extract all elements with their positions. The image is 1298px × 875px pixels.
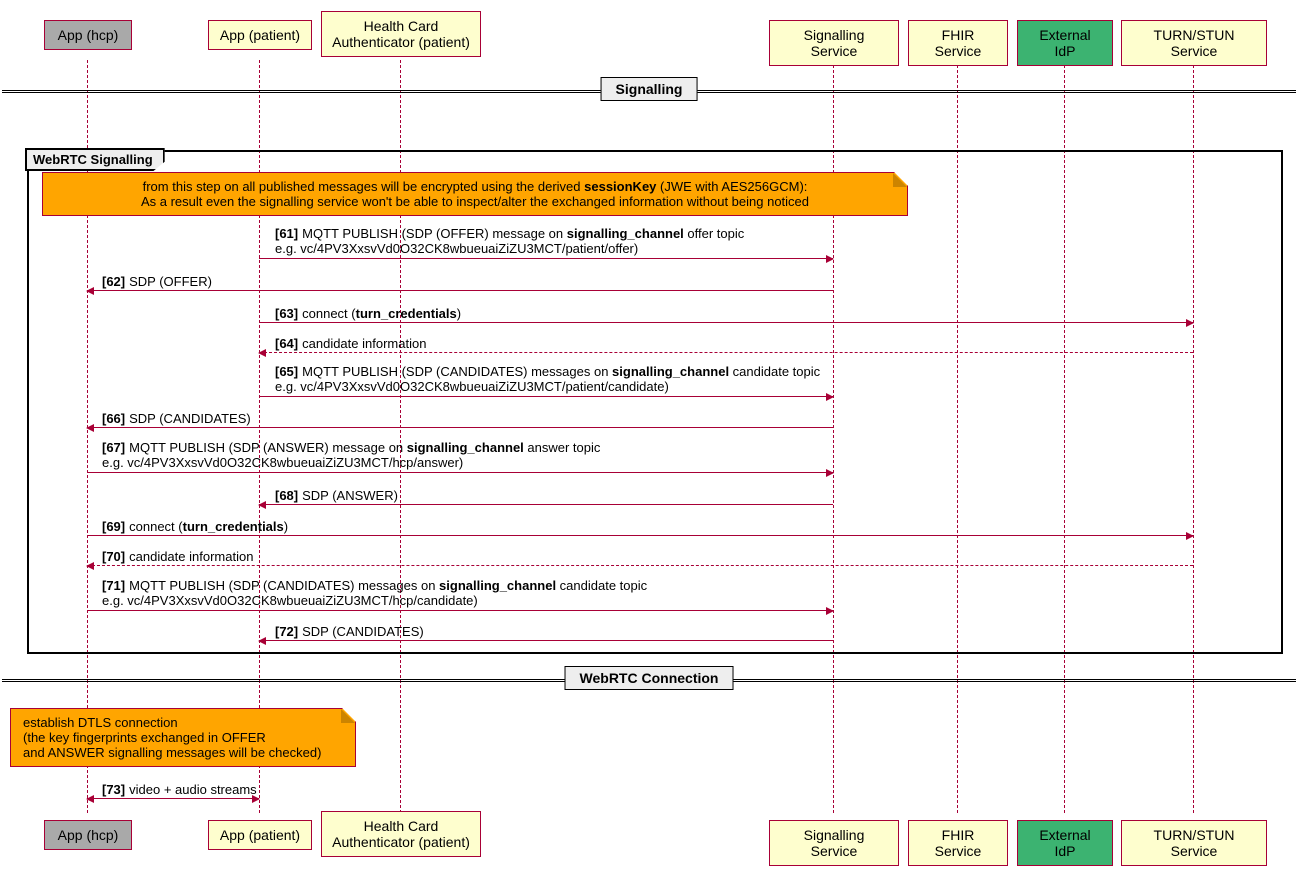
message-label: [70]candidate information xyxy=(102,549,253,564)
sequence-diagram: App (hcp) App (patient) Health CardAuthent… xyxy=(2,2,1296,873)
participant-auth: Health CardAuthenticator (patient) xyxy=(321,11,481,57)
participant-fhir: FHIR Service xyxy=(908,20,1008,66)
message-arrow xyxy=(87,565,1193,566)
message-label: [67]MQTT PUBLISH (SDP (ANSWER) message o… xyxy=(102,440,600,470)
message-arrow xyxy=(259,322,1193,323)
message-label: [71]MQTT PUBLISH (SDP (CANDIDATES) messa… xyxy=(102,578,647,608)
message-label: [61]MQTT PUBLISH (SDP (OFFER) message on… xyxy=(275,226,744,256)
note: from this step on all published messages… xyxy=(42,172,908,216)
message-label: [63]connect (turn_credentials) xyxy=(275,306,461,321)
participant-auth-bottom: Health CardAuthenticator (patient) xyxy=(321,811,481,857)
message-label: [68]SDP (ANSWER) xyxy=(275,488,398,503)
message-label: [72]SDP (CANDIDATES) xyxy=(275,624,424,639)
message-arrow xyxy=(87,798,259,799)
divider-label: Signalling xyxy=(601,77,698,101)
message-arrow xyxy=(87,472,833,473)
message-arrow xyxy=(259,258,833,259)
message-label: [64]candidate information xyxy=(275,336,426,351)
participant-fhir-bottom: FHIR Service xyxy=(908,820,1008,866)
participant-turn-bottom: TURN/STUN Service xyxy=(1121,820,1267,866)
message-arrow xyxy=(259,352,1193,353)
divider-label: WebRTC Connection xyxy=(565,666,734,690)
participant-idp-bottom: External IdP xyxy=(1017,820,1113,866)
message-label: [66]SDP (CANDIDATES) xyxy=(102,411,251,426)
message-arrow xyxy=(87,427,833,428)
note: establish DTLS connection(the key finger… xyxy=(10,708,356,767)
group-title: WebRTC Signalling xyxy=(25,148,165,171)
message-arrow xyxy=(259,396,833,397)
participant-hcp: App (hcp) xyxy=(44,20,132,50)
message-label: [73]video + audio streams xyxy=(102,782,257,797)
message-arrow xyxy=(87,290,833,291)
message-arrow xyxy=(87,610,833,611)
participant-patient-bottom: App (patient) xyxy=(208,820,312,850)
message-label: [65]MQTT PUBLISH (SDP (CANDIDATES) messa… xyxy=(275,364,820,394)
participant-idp: External IdP xyxy=(1017,20,1113,66)
participant-sig: Signalling Service xyxy=(769,20,899,66)
participant-turn: TURN/STUN Service xyxy=(1121,20,1267,66)
message-label: [62]SDP (OFFER) xyxy=(102,274,212,289)
message-arrow xyxy=(87,535,1193,536)
message-label: [69]connect (turn_credentials) xyxy=(102,519,288,534)
participant-patient: App (patient) xyxy=(208,20,312,50)
participant-hcp-bottom: App (hcp) xyxy=(44,820,132,850)
message-arrow xyxy=(259,640,833,641)
participant-sig-bottom: Signalling Service xyxy=(769,820,899,866)
message-arrow xyxy=(259,504,833,505)
